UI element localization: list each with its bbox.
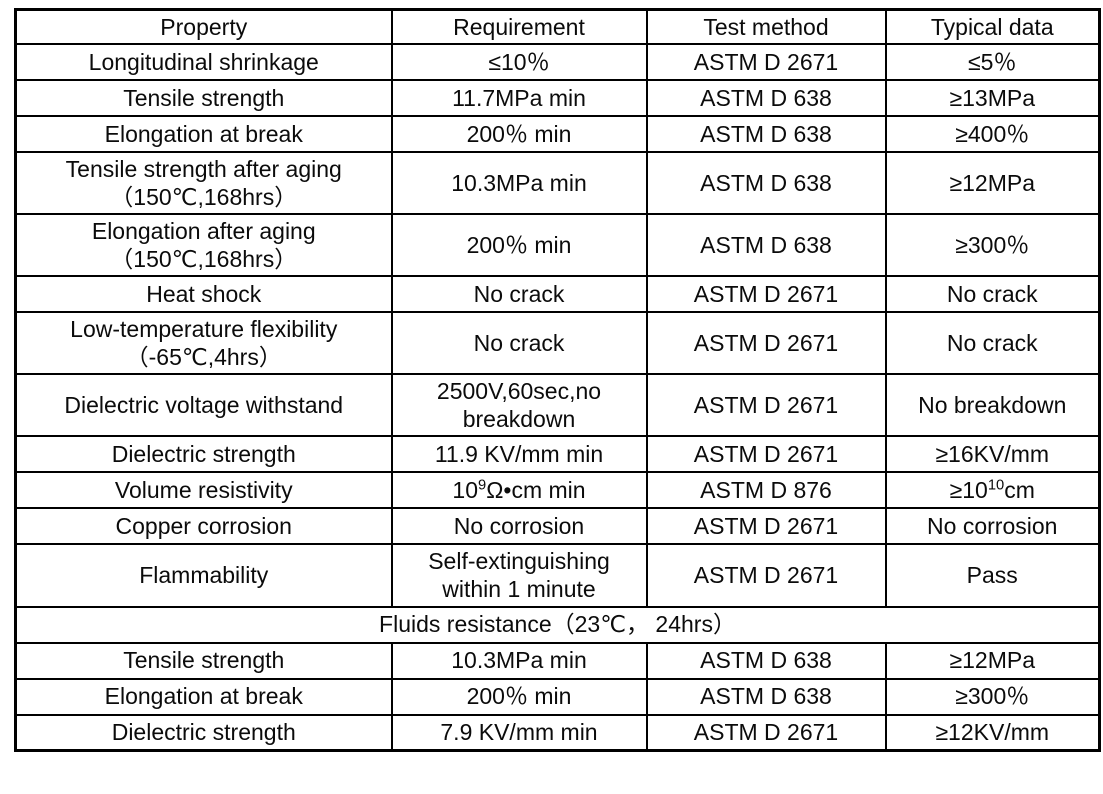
table-row: Volume resistivity 109Ω•cm min ASTM D 876 ≥… [14, 471, 1101, 510]
typical-data-cell: ≥12MPa [884, 151, 1101, 216]
col-header-typical-data: Typical data [884, 8, 1101, 46]
cell-text-line: Tensile strength after aging [65, 156, 342, 183]
typical-data-cell: ≥12MPa [884, 641, 1101, 680]
test-method-cell: ASTM D 638 [645, 641, 887, 680]
typical-data-cell: ≥300％ [884, 213, 1101, 278]
property-cell: Tensile strength after aging （150℃,168hrs… [14, 151, 393, 216]
property-cell: Flammability [14, 543, 393, 608]
property-cell: Elongation at break [14, 677, 393, 716]
table-row: Flammability Self-extinguishing within 1 … [14, 543, 1101, 608]
requirement-cell: No crack [390, 311, 648, 376]
table-row: Tensile strength after aging （150℃,168hrs… [14, 151, 1101, 216]
table-row: Tensile strength 10.3MPa min ASTM D 638 ≥12… [14, 641, 1101, 680]
col-header-test-method: Test method [645, 8, 887, 46]
typical-data-cell: Pass [884, 543, 1101, 608]
typical-data-cell: ≥1010cm [884, 471, 1101, 510]
typical-data-cell: No crack [884, 311, 1101, 376]
property-cell: Elongation after aging （150℃,168hrs） [14, 213, 393, 278]
table-row: Elongation after aging （150℃,168hrs） 200％ … [14, 213, 1101, 278]
table-row: Longitudinal shrinkage ≤10％ ASTM D 2671 ≤5％ [14, 43, 1101, 82]
requirement-cell: Self-extinguishing within 1 minute [390, 543, 648, 608]
table-row: Heat shock No crack ASTM D 2671 No crack [14, 275, 1101, 314]
table-row: Low-temperature flexibility （-65℃,4hrs） No… [14, 311, 1101, 376]
test-method-cell: ASTM D 876 [645, 471, 887, 510]
typical-data-cell: ≥16KV/mm [884, 435, 1101, 474]
table-header-row: Property Requirement Test method Typical… [14, 8, 1101, 46]
typical-data-cell: ≥12KV/mm [884, 713, 1101, 752]
property-cell: Longitudinal shrinkage [14, 43, 393, 82]
typical-data-cell: ≥300％ [884, 677, 1101, 716]
test-method-cell: ASTM D 638 [645, 115, 887, 154]
property-cell: Dielectric voltage withstand [14, 373, 393, 438]
requirement-cell: 200％ min [390, 115, 648, 154]
requirement-cell: 11.7MPa min [390, 79, 648, 118]
section-label: Fluids resistance（23℃， 24hrs） [14, 605, 1101, 644]
table-row: Dielectric strength 11.9 KV/mm min ASTM D … [14, 435, 1101, 474]
cell-text-line: Low-temperature flexibility [70, 316, 338, 343]
table-row: Elongation at break 200％ min ASTM D 638 ≥30… [14, 677, 1101, 716]
cell-text-line: Elongation after aging [91, 218, 316, 245]
test-method-cell: ASTM D 638 [645, 151, 887, 216]
property-cell: Dielectric strength [14, 713, 393, 752]
table-row: Elongation at break 200％ min ASTM D 638 ≥40… [14, 115, 1101, 154]
property-cell: Tensile strength [14, 641, 393, 680]
test-method-cell: ASTM D 2671 [645, 311, 887, 376]
test-method-cell: ASTM D 2671 [645, 373, 887, 438]
spec-table: Property Requirement Test method Typical… [14, 8, 1101, 753]
test-method-cell: ASTM D 2671 [645, 43, 887, 82]
table-row: Dielectric strength 7.9 KV/mm min ASTM D 2… [14, 713, 1101, 752]
test-method-cell: ASTM D 2671 [645, 713, 887, 752]
table-row: Tensile strength 11.7MPa min ASTM D 638 ≥13… [14, 79, 1101, 118]
property-cell: Volume resistivity [14, 471, 393, 510]
property-cell: Dielectric strength [14, 435, 393, 474]
requirement-cell: No corrosion [390, 507, 648, 546]
requirement-cell: 2500V,60sec,no breakdown [390, 373, 648, 438]
typical-data-cell: ≥400％ [884, 115, 1101, 154]
requirement-cell: 109Ω•cm min [390, 471, 648, 510]
requirement-cell: 200％ min [390, 213, 648, 278]
property-cell: Copper corrosion [14, 507, 393, 546]
cell-text-line: （150℃,168hrs） [110, 184, 298, 211]
test-method-cell: ASTM D 2671 [645, 543, 887, 608]
table-row: Copper corrosion No corrosion ASTM D 2671 N… [14, 507, 1101, 546]
test-method-cell: ASTM D 2671 [645, 507, 887, 546]
property-cell: Heat shock [14, 275, 393, 314]
cell-text-line: （150℃,168hrs） [110, 246, 298, 273]
requirement-cell: ≤10％ [390, 43, 648, 82]
col-header-requirement: Requirement [390, 8, 648, 46]
typical-data-cell: ≤5％ [884, 43, 1101, 82]
property-cell: Low-temperature flexibility （-65℃,4hrs） [14, 311, 393, 376]
test-method-cell: ASTM D 638 [645, 213, 887, 278]
requirement-cell: 11.9 KV/mm min [390, 435, 648, 474]
cell-text-line: （-65℃,4hrs） [125, 344, 282, 371]
table-body: Longitudinal shrinkage ≤10％ ASTM D 2671 ≤5％… [14, 43, 1101, 752]
typical-data-cell: No corrosion [884, 507, 1101, 546]
typical-data-cell: No breakdown [884, 373, 1101, 438]
requirement-cell: 7.9 KV/mm min [390, 713, 648, 752]
section-row: Fluids resistance（23℃， 24hrs） [14, 605, 1101, 644]
requirement-cell: 200％ min [390, 677, 648, 716]
table-row: Dielectric voltage withstand 2500V,60sec,… [14, 373, 1101, 438]
col-header-property: Property [14, 8, 393, 46]
typical-data-cell: No crack [884, 275, 1101, 314]
requirement-cell: 10.3MPa min [390, 151, 648, 216]
typical-data-cell: ≥13MPa [884, 79, 1101, 118]
property-cell: Elongation at break [14, 115, 393, 154]
test-method-cell: ASTM D 638 [645, 79, 887, 118]
property-cell: Tensile strength [14, 79, 393, 118]
requirement-cell: No crack [390, 275, 648, 314]
test-method-cell: ASTM D 2671 [645, 435, 887, 474]
test-method-cell: ASTM D 638 [645, 677, 887, 716]
requirement-cell: 10.3MPa min [390, 641, 648, 680]
test-method-cell: ASTM D 2671 [645, 275, 887, 314]
